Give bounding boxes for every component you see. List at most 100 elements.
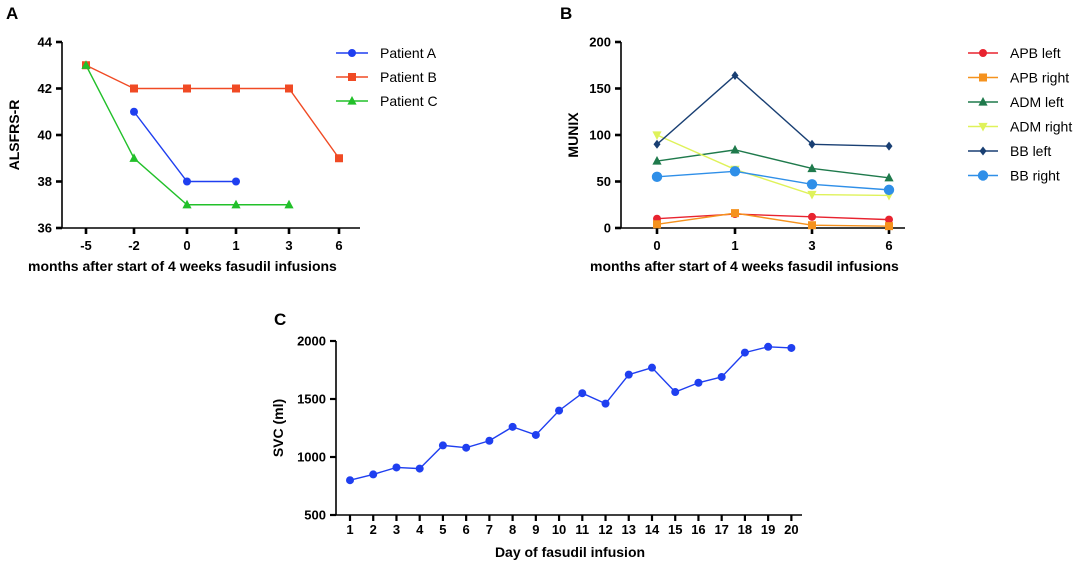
panel-b-line-apb-left bbox=[656, 213, 890, 221]
panel-b-point-apb-right bbox=[731, 209, 739, 218]
panel-b-point-bb-right bbox=[651, 171, 663, 183]
panel-b-point-apb-left bbox=[808, 212, 816, 221]
panel-a-legend-item-patient-a: Patient A bbox=[336, 45, 437, 61]
panel-a-point-patient-b bbox=[232, 84, 240, 93]
panel-a-point-patient-a bbox=[183, 177, 191, 186]
panel-c-x-tick-label: 7 bbox=[486, 522, 493, 537]
panel-b-x-tick-label: 0 bbox=[653, 238, 660, 253]
panel-c-point-svc bbox=[415, 464, 424, 473]
panel-c-x-tick-label: 18 bbox=[738, 522, 752, 537]
panel-c-point-svc bbox=[601, 399, 610, 408]
panel-c-x-tick-label: 2 bbox=[370, 522, 377, 537]
panel-c-point-svc bbox=[624, 370, 633, 379]
panel-b-line-bb-right bbox=[656, 170, 890, 191]
panel-a-legend-marker bbox=[348, 49, 356, 57]
panel-c-x-tick-label: 15 bbox=[668, 522, 682, 537]
panel-b-x-tick-label: 3 bbox=[808, 238, 815, 253]
panel-b-series-bb-right bbox=[651, 166, 895, 196]
panel-b-series-apb-left bbox=[653, 210, 893, 224]
panel-c-x-tick-label: 19 bbox=[761, 522, 775, 537]
panel-a-series-patient-a bbox=[130, 107, 240, 186]
panel-b-y-tick-label: 50 bbox=[597, 174, 611, 189]
panel-c-point-svc bbox=[764, 342, 773, 351]
panel-b-y-tick-label: 200 bbox=[589, 35, 611, 50]
panel-c-point-svc bbox=[462, 443, 471, 452]
panel-c-chart: C SVC (ml) Day of fasudil infusion 500 10… bbox=[270, 310, 802, 560]
panel-c-x-tick-label: 6 bbox=[463, 522, 470, 537]
panel-c-x-tick-label: 5 bbox=[439, 522, 446, 537]
panel-c-y-tick-label: 1000 bbox=[297, 450, 326, 465]
panel-c-y-axis-title: SVC (ml) bbox=[270, 399, 286, 457]
panel-a-chart: A ALSFRS-R months after start of 4 weeks… bbox=[6, 4, 438, 274]
panel-b-legend-marker bbox=[979, 146, 987, 156]
panel-b-line-apb-right bbox=[656, 212, 890, 227]
panel-c-x-axis-title: Day of fasudil infusion bbox=[495, 544, 645, 560]
panel-c-y-tick-label: 2000 bbox=[297, 334, 326, 349]
panel-a-y-tick-label: 40 bbox=[38, 128, 52, 143]
panel-a-label: A bbox=[6, 4, 18, 23]
panel-c-x-tick-label: 16 bbox=[691, 522, 705, 537]
panel-c-point-svc bbox=[647, 363, 656, 372]
panel-c-x-tick-label: 20 bbox=[784, 522, 798, 537]
panel-a-legend-label: Patient A bbox=[380, 45, 437, 61]
panel-a-legend-label: Patient B bbox=[380, 69, 437, 85]
panel-a-point-patient-c bbox=[129, 153, 139, 162]
panel-b-point-bb-left bbox=[731, 70, 739, 80]
panel-c-x-tick-label: 14 bbox=[645, 522, 660, 537]
panel-c-point-svc bbox=[787, 343, 796, 352]
panel-b-legend-label: ADM right bbox=[1010, 119, 1072, 135]
panel-c-x-tick-label: 4 bbox=[416, 522, 424, 537]
panel-c-point-svc bbox=[578, 389, 587, 398]
panel-a-point-patient-b bbox=[335, 154, 343, 163]
panel-a-point-patient-c bbox=[284, 199, 294, 209]
panel-b-point-bb-right bbox=[729, 166, 741, 177]
panel-a-y-tick-label: 36 bbox=[38, 221, 52, 236]
panel-c-x-tick-label: 1 bbox=[346, 522, 353, 537]
panel-b-legend-label: APB left bbox=[1010, 45, 1061, 61]
panel-a-point-patient-c bbox=[182, 199, 192, 209]
panel-b-point-apb-left bbox=[885, 215, 893, 224]
panel-c-point-svc bbox=[392, 463, 401, 472]
panel-c-line-svc bbox=[349, 346, 792, 481]
panel-c-y-tick-label: 1500 bbox=[297, 392, 326, 407]
panel-a-line-patient-b bbox=[85, 64, 340, 159]
panel-b-x-tick-label: 1 bbox=[731, 238, 738, 253]
panel-c-point-svc bbox=[694, 378, 703, 387]
panel-b-point-apb-right bbox=[885, 222, 893, 231]
panel-a-point-patient-c bbox=[231, 199, 241, 209]
panel-c-point-svc bbox=[369, 470, 378, 479]
panel-b-y-axis-title: MUNIX bbox=[565, 112, 581, 158]
panel-b-line-adm-left bbox=[656, 149, 890, 179]
panel-b-point-adm-left bbox=[730, 144, 740, 154]
panel-b-legend-item-adm-left: ADM left bbox=[968, 94, 1064, 110]
panel-c-x-tick-label: 10 bbox=[552, 522, 566, 537]
panel-b-legend-item-adm-right: ADM right bbox=[968, 119, 1072, 135]
panel-b-legend-label: BB right bbox=[1010, 168, 1060, 184]
panel-b-legend-label: APB right bbox=[1010, 70, 1069, 86]
panel-b-label: B bbox=[560, 4, 572, 23]
panel-b-legend-label: BB left bbox=[1010, 143, 1051, 159]
panel-a-y-tick-label: 42 bbox=[38, 81, 52, 96]
panel-c-x-tick-label: 11 bbox=[575, 522, 589, 537]
panel-b-y-tick-label: 100 bbox=[589, 128, 611, 143]
panel-c-point-svc bbox=[508, 422, 517, 431]
panel-b-point-apb-right bbox=[653, 220, 661, 229]
panel-b-y-tick-label: 150 bbox=[589, 81, 611, 96]
panel-a-legend-item-patient-c: Patient C bbox=[336, 93, 438, 109]
panel-b-x-axis-title: months after start of 4 weeks fasudil in… bbox=[590, 258, 899, 274]
panel-b-point-adm-right bbox=[807, 190, 817, 200]
panel-b-line-adm-right bbox=[656, 134, 890, 197]
panel-a-series-patient-c bbox=[81, 60, 294, 209]
panel-b-legend-marker bbox=[978, 122, 988, 132]
panel-b-legend-marker bbox=[979, 73, 987, 82]
panel-c-x-tick-label: 13 bbox=[622, 522, 636, 537]
panel-c-point-svc bbox=[438, 441, 447, 450]
panel-a-series-patient-b bbox=[82, 61, 343, 163]
panel-a-legend-item-patient-b: Patient B bbox=[336, 69, 437, 85]
panel-a-x-tick-label: 3 bbox=[285, 238, 292, 253]
panel-b-point-adm-left bbox=[652, 156, 662, 165]
panel-b-point-apb-right bbox=[808, 221, 816, 230]
panel-a-point-patient-b bbox=[183, 84, 191, 93]
panel-c-label: C bbox=[274, 310, 286, 329]
